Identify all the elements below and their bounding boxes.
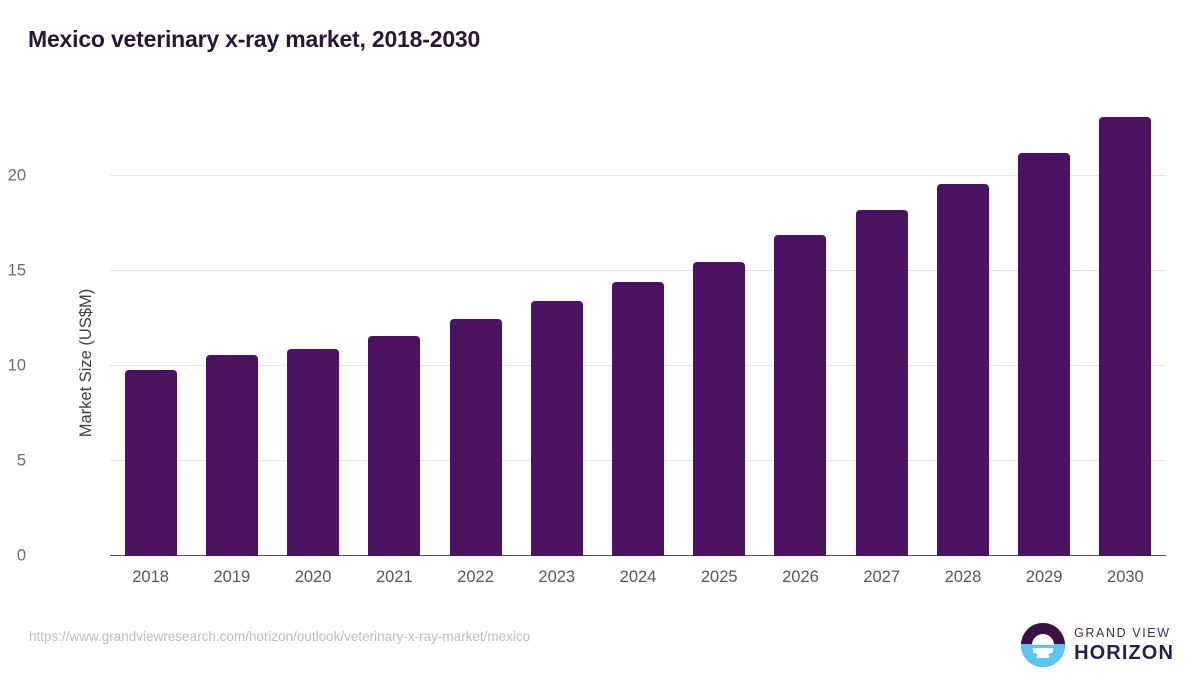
logo-horizon-line (1031, 644, 1056, 648)
gridline-15 (110, 270, 1166, 271)
y-axis-title-holder: Market Size (US$M) (22, 170, 95, 556)
x-tick-label-2019: 2019 (213, 568, 251, 586)
x-tick-label-2020: 2020 (294, 568, 332, 586)
x-tick-label-2026: 2026 (782, 568, 819, 586)
x-tick-label-2023: 2023 (538, 568, 576, 586)
x-tick-label-2021: 2021 (375, 568, 413, 586)
bar-2027[interactable] (855, 210, 908, 556)
x-tick-label-2028: 2028 (944, 568, 982, 586)
bar-2019[interactable] (205, 354, 258, 556)
gridline-20 (110, 175, 1166, 176)
bar-2024[interactable] (612, 282, 664, 556)
source-url[interactable]: https://www.grandviewresearch.com/horizo… (29, 629, 531, 644)
x-tick-label-2022: 2022 (457, 568, 494, 586)
y-tick-label: 15 (7, 261, 26, 280)
y-tick-label: 10 (7, 356, 26, 375)
bar-2030[interactable] (1099, 117, 1152, 556)
y-axis-title: Market Size (US$M) (76, 288, 95, 438)
x-tick-label-2029: 2029 (1025, 568, 1063, 586)
plot-area (110, 100, 1166, 556)
bar-2022[interactable] (449, 318, 502, 556)
horizon-sunrise-icon (1021, 623, 1066, 667)
bar-2020[interactable] (287, 348, 340, 556)
bar-2025[interactable] (693, 261, 746, 556)
bar-2023[interactable] (530, 301, 583, 556)
y-tick-label: 20 (7, 166, 26, 185)
logo-brand-line1: GRAND VIEW (1074, 625, 1171, 640)
logo-ray-upper (1033, 650, 1054, 653)
bar-2028[interactable] (936, 183, 989, 556)
page-title: Mexico veterinary x-ray market, 2018-203… (28, 26, 481, 52)
logo-text: GRAND VIEW HORIZON (1074, 627, 1174, 664)
logo-brand-line2: HORIZON (1074, 642, 1174, 665)
grand-view-horizon-logo: GRAND VIEW HORIZON (1021, 622, 1174, 668)
bar-2029[interactable] (1018, 153, 1071, 556)
x-tick-label-2025: 2025 (700, 568, 738, 586)
logo-sky (1021, 623, 1066, 645)
x-tick-label-2027: 2027 (863, 568, 901, 586)
x-tick-label-2018: 2018 (132, 568, 169, 586)
x-tick-label-2024: 2024 (619, 568, 657, 586)
bar-2026[interactable] (774, 234, 827, 556)
bar-2021[interactable] (368, 335, 421, 556)
x-tick-label-2030: 2030 (1107, 568, 1144, 586)
logo-ray-lower (1036, 655, 1050, 658)
y-tick-label: 5 (16, 451, 26, 470)
y-tick-label: 0 (16, 546, 26, 565)
bar-2018[interactable] (124, 369, 177, 556)
